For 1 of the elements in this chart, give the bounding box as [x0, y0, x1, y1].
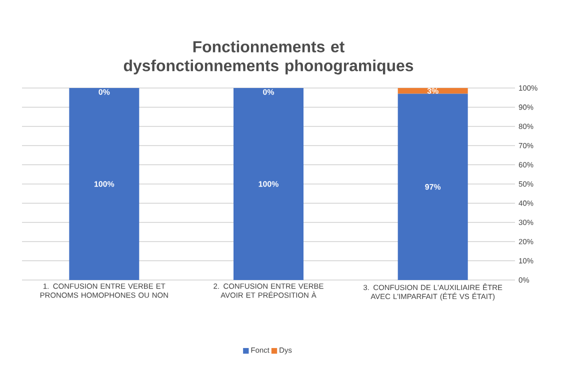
chart-title: Fonctionnements et dysfonctionnements phonogramiques: [124, 40, 414, 74]
